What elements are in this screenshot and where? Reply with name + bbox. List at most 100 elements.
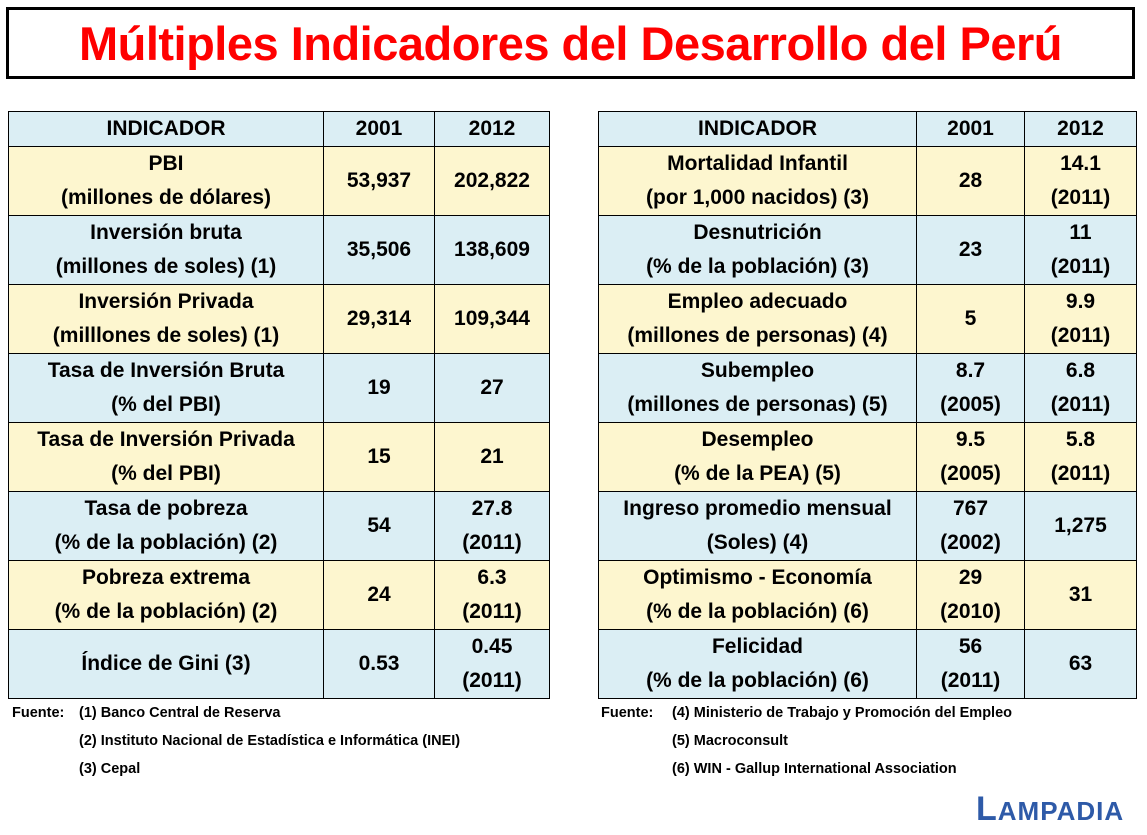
indicator-name: Tasa de Inversión Privada	[37, 428, 295, 451]
indicator-cell: Subempleo (millones de personas) (5)	[598, 353, 917, 423]
value-2012-year-note: (2011)	[1050, 324, 1111, 347]
value-2001-cell: 29 (2010)	[916, 560, 1025, 630]
indicator-unit: (% del PBI)	[111, 462, 221, 485]
value-2001: 19	[367, 376, 391, 399]
value-2012-year-note: (2011)	[1050, 462, 1111, 485]
indicator-name: Subempleo	[700, 359, 815, 382]
value-2001: 24	[367, 583, 391, 606]
value-2012: 138,609	[454, 238, 530, 261]
value-2001-cell: 23	[916, 215, 1025, 285]
value-2001: 29	[958, 566, 983, 589]
value-2012-cell: 63	[1024, 629, 1137, 699]
value-2001-year-note: (2002)	[940, 531, 1001, 554]
sources-label-right: Fuente:	[601, 705, 654, 721]
indicator-unit: (millones de soles) (1)	[55, 255, 277, 278]
indicator-cell: Tasa de Inversión Privada (% del PBI)	[8, 422, 324, 492]
indicator-cell: Desempleo (% de la PEA) (5)	[598, 422, 917, 492]
indicators-table-right: INDICADOR 2001 2012 Mortalidad Infantil (…	[598, 111, 1137, 699]
indicator-unit: (millones de personas) (4)	[627, 324, 888, 347]
value-2012: 6.8	[1065, 359, 1096, 382]
value-2001-year-note: (2011)	[940, 669, 1001, 692]
indicator-cell: Felicidad (% de la población) (6)	[598, 629, 917, 699]
value-2001-cell: 767 (2002)	[916, 491, 1025, 561]
table-row: Subempleo (millones de personas) (5) 8.7 (…	[598, 353, 1137, 423]
value-2012: 31	[1068, 583, 1093, 606]
value-2001: 53,937	[346, 169, 412, 192]
value-2012: 21	[480, 445, 504, 468]
value-2012-cell: 21	[434, 422, 550, 492]
value-2012: 11	[1069, 221, 1092, 244]
value-2001-cell: 29,314	[323, 284, 435, 354]
value-2012-year-note: (2011)	[1050, 186, 1111, 209]
table-row: Tasa de Inversión Bruta (% del PBI) 19 27	[8, 353, 550, 423]
value-2001: 28	[958, 169, 983, 192]
value-2001-year-note: (2005)	[940, 393, 1001, 416]
indicator-unit: (% de la población) (2)	[54, 531, 278, 554]
indicator-cell: Ingreso promedio mensual (Soles) (4)	[598, 491, 917, 561]
value-2001-cell: 28	[916, 146, 1025, 216]
indicator-unit: (% de la población) (3)	[646, 255, 869, 278]
indicator-cell: Mortalidad Infantil (por 1,000 nacidos) (…	[598, 146, 917, 216]
table-row: Desnutrición (% de la población) (3) 23 1…	[598, 215, 1137, 285]
logo-initial: L	[976, 790, 998, 828]
value-2001: 8.7	[955, 359, 986, 382]
indicator-cell: Tasa de Inversión Bruta (% del PBI)	[8, 353, 324, 423]
logo-rest: AMPADIA	[997, 796, 1125, 826]
table-row: Ingreso promedio mensual (Soles) (4) 767 (…	[598, 491, 1137, 561]
header-2012: 2012	[434, 111, 550, 147]
table-row: Optimismo - Economía (% de la población) …	[598, 560, 1137, 630]
indicator-name: PBI	[148, 152, 184, 175]
indicator-cell: Desnutrición (% de la población) (3)	[598, 215, 917, 285]
value-2012: 202,822	[454, 169, 530, 192]
value-2012: 109,344	[454, 307, 530, 330]
indicator-unit: (% de la PEA) (5)	[674, 462, 841, 485]
indicator-unit: (por 1,000 nacidos) (3)	[646, 186, 869, 209]
page-title: Múltiples Indicadores del Desarrollo del…	[78, 16, 1063, 70]
indicator-name: Índice de Gini (3)	[81, 652, 251, 675]
indicator-name: Pobreza extrema	[81, 566, 251, 589]
table-row: Índice de Gini (3) 0.53 0.45 (2011)	[8, 629, 550, 699]
value-2001-cell: 35,506	[323, 215, 435, 285]
indicator-unit: (milllones de soles) (1)	[52, 324, 280, 347]
indicator-unit: (millones de dólares)	[60, 186, 272, 209]
header-indicador: INDICADOR	[598, 111, 917, 147]
value-2001: 767	[952, 497, 989, 520]
table-row: Empleo adecuado (millones de personas) (4…	[598, 284, 1137, 354]
value-2001-cell: 19	[323, 353, 435, 423]
value-2001-cell: 53,937	[323, 146, 435, 216]
value-2012-year-note: (2011)	[462, 669, 522, 692]
table-row: Tasa de pobreza (% de la población) (2) 5…	[8, 491, 550, 561]
header-indicador: INDICADOR	[8, 111, 324, 147]
header-2001: 2001	[323, 111, 435, 147]
indicator-name: Optimismo - Economía	[643, 566, 872, 589]
indicator-unit: (% del PBI)	[111, 393, 221, 416]
header-2001: 2001	[916, 111, 1025, 147]
value-2012-year-note: (2011)	[462, 600, 522, 623]
indicator-cell: Inversión bruta (millones de soles) (1)	[8, 215, 324, 285]
header-row: INDICADOR 2001 2012	[598, 111, 1137, 147]
source-item: (1) Banco Central de Reserva	[79, 705, 281, 721]
table-row: Inversión Privada (milllones de soles) (1…	[8, 284, 550, 354]
value-2012: 0.45	[471, 635, 513, 658]
value-2001: 54	[367, 514, 391, 537]
value-2001: 56	[958, 635, 983, 658]
value-2012-year-note: (2011)	[462, 531, 522, 554]
table-row: Tasa de Inversión Privada (% del PBI) 15 …	[8, 422, 550, 492]
indicator-name: Empleo adecuado	[667, 290, 848, 313]
indicators-table-left: INDICADOR 2001 2012 PBI (millones de dóla…	[8, 111, 550, 699]
indicator-name: Inversión Privada	[78, 290, 254, 313]
source-item: (2) Instituto Nacional de Estadística e …	[79, 733, 461, 749]
value-2012-cell: 31	[1024, 560, 1137, 630]
value-2012-cell: 6.3 (2011)	[434, 560, 550, 630]
value-2001-cell: 8.7 (2005)	[916, 353, 1025, 423]
value-2001: 29,314	[346, 307, 412, 330]
value-2012-year-note: (2011)	[1050, 255, 1111, 278]
value-2001: 5	[964, 307, 977, 330]
value-2012: 9.9	[1065, 290, 1096, 313]
value-2012-cell: 11 (2011)	[1024, 215, 1137, 285]
indicator-name: Tasa de pobreza	[84, 497, 248, 520]
value-2001: 0.53	[358, 652, 400, 675]
value-2001-year-note: (2005)	[940, 462, 1001, 485]
table-row: Desempleo (% de la PEA) (5) 9.5 (2005) 5.8…	[598, 422, 1137, 492]
table-row: Pobreza extrema (% de la población) (2) 2…	[8, 560, 550, 630]
